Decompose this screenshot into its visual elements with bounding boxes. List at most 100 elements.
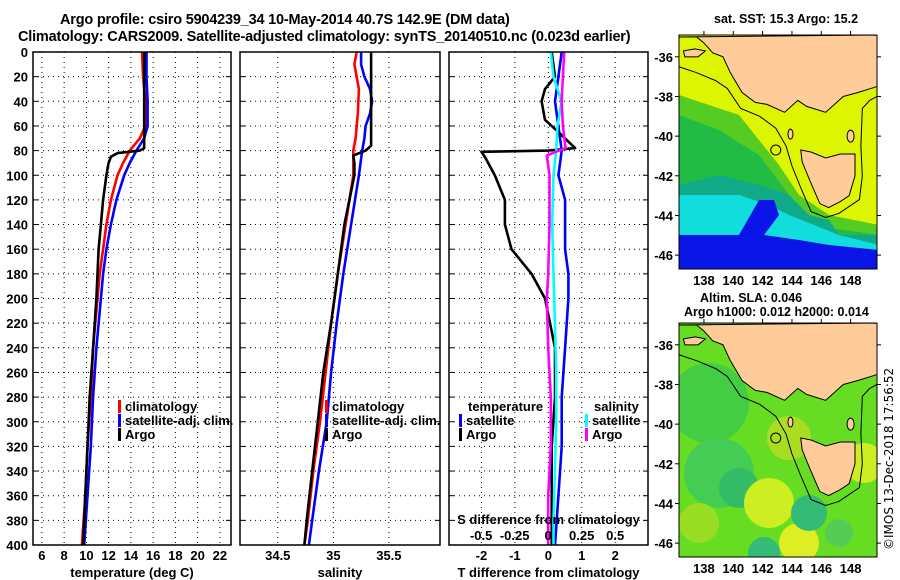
x-tick-label: 10 xyxy=(79,548,93,563)
y-tick-label: 0 xyxy=(21,45,28,60)
imos-timestamp: ©IMOS 13-Dec-2018 17:56:52 xyxy=(882,367,896,550)
lat-tick-label: -44 xyxy=(654,496,674,511)
x-tick-label: 8 xyxy=(61,548,68,563)
x-tick-label: -1 xyxy=(509,548,521,563)
flinders-island xyxy=(846,129,855,143)
lon-tick-label: 142 xyxy=(752,561,774,576)
legend-title-salinity: salinity xyxy=(594,399,640,414)
x-axis-label: temperature (deg C) xyxy=(70,565,194,580)
s-tick-label: 0.25 xyxy=(569,528,594,543)
lat-tick-label: -44 xyxy=(654,208,674,223)
y-tick-label: 320 xyxy=(6,439,28,454)
y-tick-label: 240 xyxy=(6,341,28,356)
title-line-2: Climatology: CARS2009. Satellite-adjuste… xyxy=(18,29,631,45)
y-tick-label: 40 xyxy=(14,94,28,109)
kangaroo-island xyxy=(682,48,707,58)
x-tick-label: 14 xyxy=(124,548,139,563)
legend-item-swatch xyxy=(585,428,588,441)
s-tick-label: -0.25 xyxy=(500,528,530,543)
lat-tick-label: -42 xyxy=(654,457,673,472)
legend-item-swatch xyxy=(118,414,121,427)
legend-item-swatch xyxy=(459,414,462,427)
lat-tick-label: -38 xyxy=(654,89,673,104)
lon-tick-label: 146 xyxy=(810,561,832,576)
legend-item-swatch xyxy=(585,414,588,427)
legend-item-swatch xyxy=(325,428,328,441)
y-tick-label: 380 xyxy=(6,513,28,528)
y-tick-label: 20 xyxy=(14,70,28,85)
panel-temperature: 0 20 40 60 80 100 120 140 160 180 200 220 240 260 280 3… xyxy=(6,45,232,580)
flinders-island xyxy=(846,417,855,431)
x-tick-label: 35.5 xyxy=(376,548,401,563)
series-satellite-adj-clim- xyxy=(82,52,149,546)
x-tick-label: 35 xyxy=(326,548,340,563)
legend-item-label: satellite-adj. clim. xyxy=(332,413,440,428)
lon-tick-label: 148 xyxy=(840,273,862,288)
argo-position-marker xyxy=(770,144,782,156)
x-tick-label: 22 xyxy=(213,548,227,563)
x-tick-label: -2 xyxy=(476,548,488,563)
lat-tick-label: -36 xyxy=(654,338,673,353)
s-axis-label: S difference from climatology xyxy=(457,512,641,527)
map-frame xyxy=(678,34,878,270)
legend-item-swatch xyxy=(118,428,121,441)
x-tick-label: 20 xyxy=(190,548,204,563)
legend-item-label: satellite xyxy=(592,413,640,428)
sla-map-title-2: Argo h1000: 0.012 h2000: 0.014 xyxy=(684,305,869,319)
lat-tick-label: -46 xyxy=(654,248,673,263)
x-axis-label: salinity xyxy=(318,565,364,580)
series-temperature-satellite xyxy=(553,51,570,546)
x-tick-label: 12 xyxy=(101,548,115,563)
y-tick-label: 280 xyxy=(6,390,28,405)
x-tick-label: 6 xyxy=(38,548,45,563)
lon-tick-label: 142 xyxy=(752,273,774,288)
lat-tick-label: -38 xyxy=(654,377,673,392)
tasmania xyxy=(800,437,856,497)
legend-item-label: Argo xyxy=(466,427,496,442)
x-tick-label: 1 xyxy=(578,548,585,563)
y-tick-label: 80 xyxy=(14,144,28,159)
argo-position-marker xyxy=(770,432,782,444)
y-tick-label: 160 xyxy=(6,242,28,257)
plot-frame xyxy=(239,51,441,546)
s-tick-label: 0.5 xyxy=(606,528,624,543)
x-tick-label: 2 xyxy=(612,548,619,563)
y-tick-label: 340 xyxy=(6,464,28,479)
kangaroo-island xyxy=(682,336,707,346)
lon-tick-label: 144 xyxy=(781,273,803,288)
y-tick-label: 400 xyxy=(6,538,28,553)
y-tick-label: 60 xyxy=(14,119,28,134)
y-tick-label: 140 xyxy=(6,218,28,233)
y-tick-label: 260 xyxy=(6,365,28,380)
lon-tick-label: 140 xyxy=(722,561,744,576)
isobath-contour xyxy=(678,354,878,506)
legend-item-label: climatology xyxy=(332,399,405,414)
x-tick-label: 16 xyxy=(146,548,160,563)
s-tick-label: 0 xyxy=(545,528,552,543)
legend-item-label: climatology xyxy=(125,399,198,414)
plot-frame xyxy=(448,51,649,546)
series-salinity-argo xyxy=(545,51,567,545)
y-tick-label: 300 xyxy=(6,415,28,430)
lat-tick-label: -46 xyxy=(654,536,673,551)
legend-item-label: Argo xyxy=(332,427,362,442)
sst-map-title: sat. SST: 15.3 Argo: 15.2 xyxy=(714,12,859,26)
sst-map: 138 140 142 144 146 148 -36 -38 -40 -42 -44 -46 xyxy=(654,31,881,288)
isobath-contour xyxy=(678,66,878,218)
x-tick-label: 34.5 xyxy=(265,548,290,563)
panel-difference: -2 -1 0 1 2 T difference from climatology -0.5… xyxy=(448,51,649,580)
y-tick-label: 180 xyxy=(6,267,28,282)
lat-tick-label: -40 xyxy=(654,129,673,144)
difference-legend: temperaturesatelliteArgosalinitysatellit… xyxy=(459,399,640,442)
legend-item-label: Argo xyxy=(125,427,155,442)
series-argo xyxy=(81,52,146,546)
map-frame xyxy=(678,322,878,558)
legend-title-temperature: temperature xyxy=(468,399,543,414)
legend-item-label: satellite-adj. clim. xyxy=(125,413,233,428)
legend-item-label: satellite xyxy=(466,413,514,428)
y-tick-label: 120 xyxy=(6,193,28,208)
y-tick-label: 100 xyxy=(6,168,28,183)
lon-tick-label: 138 xyxy=(693,273,715,288)
